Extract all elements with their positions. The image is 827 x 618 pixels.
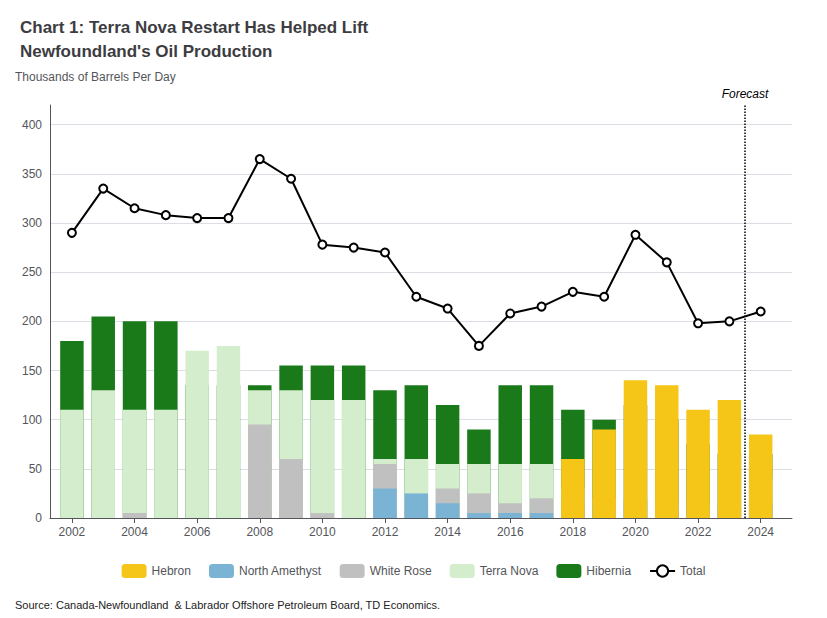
svg-text:200: 200 bbox=[22, 314, 42, 328]
svg-text:150: 150 bbox=[22, 364, 42, 378]
svg-text:Forecast: Forecast bbox=[722, 87, 769, 101]
svg-text:Terra Nova: Terra Nova bbox=[480, 564, 539, 578]
svg-text:White Rose: White Rose bbox=[370, 564, 432, 578]
svg-text:Source: Canada-Newfoundland &: Source: Canada-Newfoundland & Labrador O… bbox=[15, 599, 440, 611]
svg-text:300: 300 bbox=[22, 216, 42, 230]
svg-text:50: 50 bbox=[29, 462, 43, 476]
svg-text:2012: 2012 bbox=[372, 525, 399, 539]
svg-text:Chart 1: Terra Nova Restart Ha: Chart 1: Terra Nova Restart Has Helped L… bbox=[20, 18, 369, 37]
svg-text:2014: 2014 bbox=[434, 525, 461, 539]
svg-text:Total: Total bbox=[680, 564, 705, 578]
svg-text:250: 250 bbox=[22, 265, 42, 279]
svg-text:Thousands of Barrels Per Day: Thousands of Barrels Per Day bbox=[15, 70, 176, 84]
svg-text:2018: 2018 bbox=[559, 525, 586, 539]
svg-text:2010: 2010 bbox=[309, 525, 336, 539]
svg-text:2016: 2016 bbox=[497, 525, 524, 539]
svg-text:Hibernia: Hibernia bbox=[586, 564, 631, 578]
svg-text:400: 400 bbox=[22, 118, 42, 132]
svg-text:Hebron: Hebron bbox=[152, 564, 191, 578]
svg-text:North Amethyst: North Amethyst bbox=[239, 564, 322, 578]
svg-text:350: 350 bbox=[22, 167, 42, 181]
svg-text:2006: 2006 bbox=[184, 525, 211, 539]
svg-text:2002: 2002 bbox=[59, 525, 86, 539]
svg-text:100: 100 bbox=[22, 413, 42, 427]
svg-text:Newfoundland's Oil Production: Newfoundland's Oil Production bbox=[20, 42, 272, 61]
svg-text:2024: 2024 bbox=[747, 525, 774, 539]
svg-text:0: 0 bbox=[35, 511, 42, 525]
svg-text:2020: 2020 bbox=[622, 525, 649, 539]
svg-text:2008: 2008 bbox=[246, 525, 273, 539]
svg-text:2022: 2022 bbox=[685, 525, 712, 539]
svg-text:2004: 2004 bbox=[121, 525, 148, 539]
